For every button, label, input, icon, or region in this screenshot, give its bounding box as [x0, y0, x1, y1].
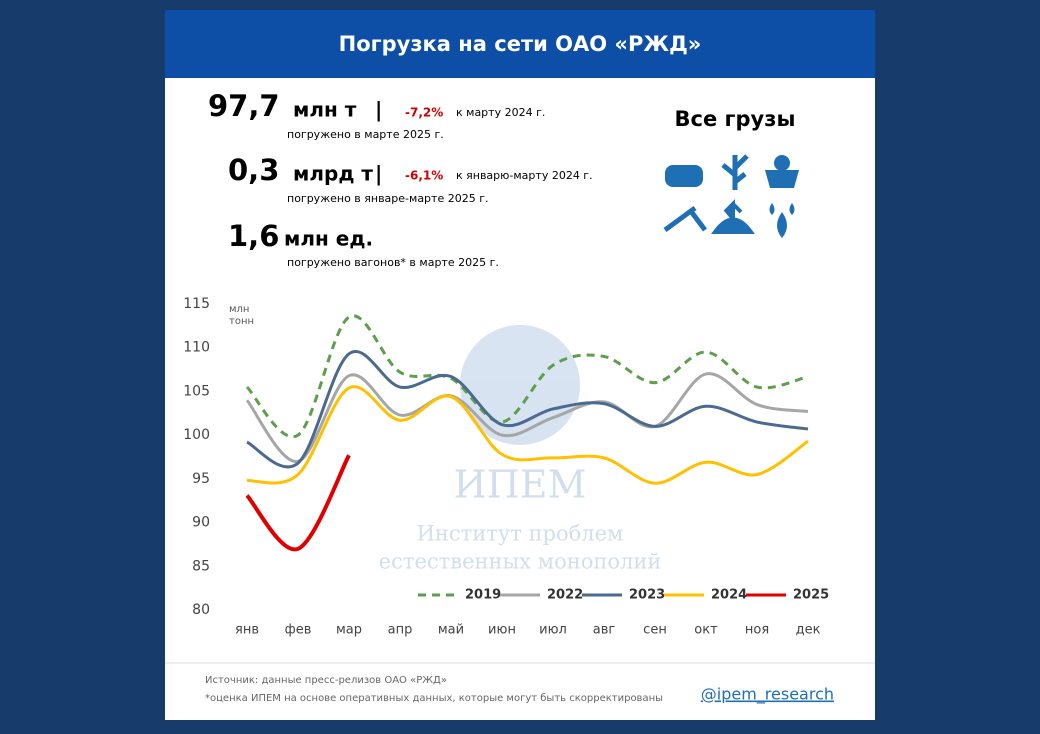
y-tick-label: 85	[192, 558, 210, 574]
y-tick-label: 105	[183, 383, 210, 399]
source: Источник: данные пресс-релизов ОАО «РЖД»	[205, 675, 447, 686]
stat-unit: млн т	[293, 98, 357, 122]
card	[165, 10, 875, 720]
x-tick-label: июн	[488, 623, 516, 638]
stat-compare: к марту 2024 г.	[456, 106, 545, 119]
x-tick-label: фев	[285, 623, 312, 638]
cargo-icons	[663, 154, 799, 238]
cargo-title: Все грузы	[675, 107, 796, 131]
watermark-text: естественных монополий	[379, 550, 662, 574]
icon-ore	[663, 205, 707, 233]
stat-sep: |	[375, 98, 382, 122]
stat-value: 0,3	[228, 153, 279, 187]
line-series	[245, 454, 351, 552]
y-tick-label: 80	[192, 602, 210, 618]
x-tick-label: май	[438, 623, 464, 638]
icon-fertilizer	[711, 199, 755, 234]
legend-label: 2019	[465, 588, 501, 603]
legend-label: 2023	[629, 588, 665, 603]
icon-oil	[769, 203, 795, 238]
stat-value: 97,7	[208, 89, 280, 123]
stat-value: 1,6	[228, 219, 279, 253]
x-tick-label: июл	[539, 623, 567, 638]
stat-note: погружено вагонов* в марте 2025 г.	[287, 256, 499, 269]
y-tick-label: 100	[183, 427, 210, 443]
handle[interactable]: @ipem_research	[701, 685, 834, 705]
y-tick-label: 110	[183, 340, 210, 356]
stat-change: -6,1%	[405, 169, 443, 183]
x-tick-label: апр	[388, 623, 413, 638]
stat-note: погружено в январе-марте 2025 г.	[287, 192, 488, 205]
y-tick-label: 95	[192, 471, 210, 487]
line-series	[245, 314, 809, 439]
x-tick-label: ноя	[745, 623, 769, 638]
legend-label: 2022	[547, 588, 583, 603]
y-tick-label: 115	[183, 296, 210, 312]
x-tick-label: янв	[235, 623, 259, 638]
x-tick-label: мар	[336, 623, 362, 638]
y-tick-label: 90	[192, 515, 210, 531]
x-tick-label: окт	[694, 623, 718, 638]
stat-note: погружено в марте 2025 г.	[287, 128, 444, 141]
stat-sep: |	[375, 162, 382, 186]
watermark-text: Институт проблем	[417, 522, 624, 546]
x-tick-label: сен	[643, 623, 667, 638]
icon-timber	[665, 165, 703, 187]
legend-label: 2024	[711, 588, 747, 603]
line-series	[246, 350, 809, 469]
y-label-box: млн тонн	[229, 304, 255, 327]
stat-change: -7,2%	[405, 106, 443, 120]
watermark-name: ИПЕМ	[454, 463, 587, 507]
header-band	[165, 10, 875, 78]
footnote: *оценка ИПЕМ на основе оперативных данны…	[205, 693, 663, 704]
line-series	[246, 385, 809, 485]
icon-grain	[721, 154, 749, 190]
chart: 80 85 90 95 100 105 110 115 янв фев мар апр май июн ию…	[183, 296, 829, 638]
line-series	[245, 372, 809, 463]
legend-label: 2025	[793, 588, 829, 603]
x-tick-label: дек	[796, 623, 821, 638]
watermark: ИПЕМ Институт проблем естественных моноп…	[379, 325, 662, 574]
stat-compare: к январю-марту 2024 г.	[456, 169, 593, 182]
stat-unit: млрд т	[293, 162, 373, 186]
title: Погрузка на сети ОАО «РЖД»	[339, 32, 702, 56]
y-axis-label: млн тонн	[229, 304, 255, 327]
icon-coal	[765, 170, 799, 188]
icon-coal-pile	[774, 155, 790, 171]
stat-unit: млн ед.	[284, 227, 373, 251]
x-tick-label: авг	[593, 623, 616, 638]
